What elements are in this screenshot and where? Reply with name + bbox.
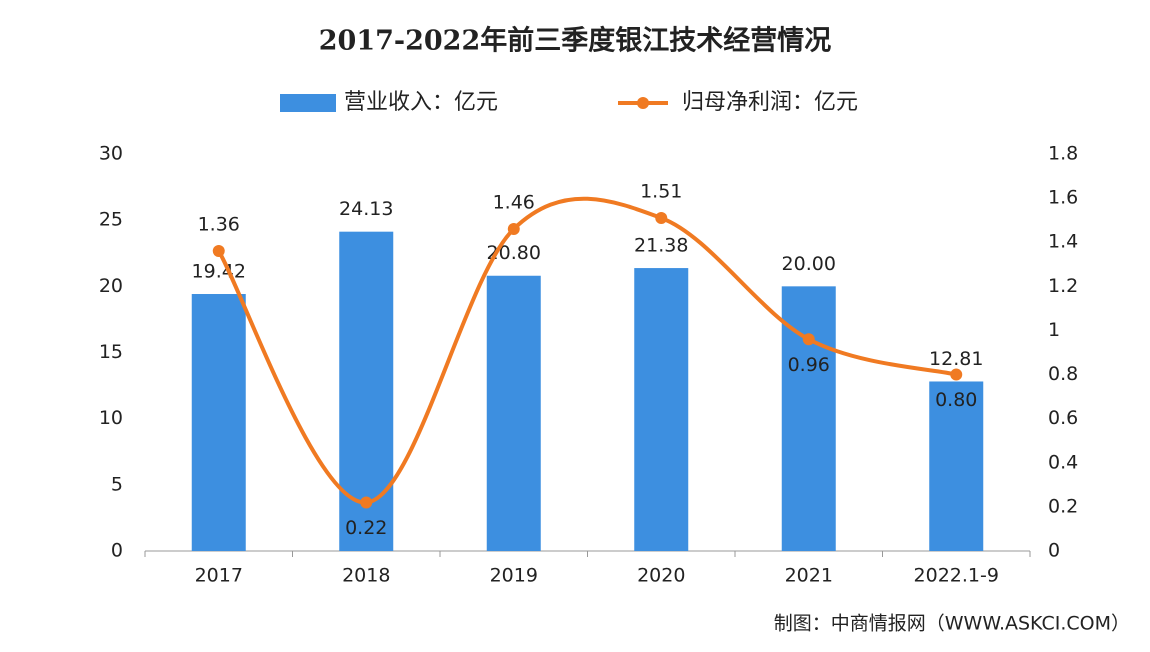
bar-value-label: 12.81 <box>929 348 983 370</box>
y-tick-label: 0 <box>111 540 123 562</box>
x-tick-label: 2019 <box>490 565 538 587</box>
y-tick-label: 5 <box>111 473 123 495</box>
x-tick-label: 2022.1-9 <box>914 565 999 587</box>
legend-marker <box>637 97 649 109</box>
line-marker <box>950 368 963 381</box>
y-tick-label: 20 <box>99 275 123 297</box>
line-value-label: 0.22 <box>345 517 387 539</box>
line-value-label: 0.96 <box>788 354 830 376</box>
y-tick-label: 15 <box>99 341 123 363</box>
line-value-label: 1.36 <box>198 214 240 236</box>
line-value-label: 1.46 <box>493 191 535 213</box>
bar <box>781 286 836 551</box>
x-tick-label: 2018 <box>342 565 390 587</box>
y2-tick-label: 1.4 <box>1048 231 1078 253</box>
y2-tick-label: 1 <box>1048 319 1060 341</box>
x-tick-label: 2020 <box>637 565 685 587</box>
y2-tick-label: 1.6 <box>1048 187 1078 209</box>
chart-title: 2017-2022年前三季度银江技术经营情况 <box>319 25 832 57</box>
legend-label: 营业收入：亿元 <box>344 90 498 115</box>
bar <box>191 294 246 551</box>
y2-tick-label: 0.8 <box>1048 363 1078 385</box>
line-value-label: 0.80 <box>935 389 977 411</box>
source: 制图：中商情报网（WWW.ASKCI.COM） <box>774 613 1130 635</box>
bar-value-label: 21.38 <box>634 235 688 257</box>
legend-label: 归母净利润：亿元 <box>682 90 858 115</box>
bar <box>486 275 541 551</box>
bar-value-label: 20.00 <box>782 253 836 275</box>
legend-swatch <box>280 94 336 112</box>
x-tick-label: 2021 <box>785 565 833 587</box>
line-value-label: 1.51 <box>640 180 682 202</box>
y-tick-label: 30 <box>99 143 123 165</box>
y-tick-label: 25 <box>99 209 123 231</box>
line-marker <box>802 333 815 346</box>
line-marker <box>655 211 668 224</box>
line-marker <box>212 245 225 258</box>
y2-tick-label: 0.4 <box>1048 451 1078 473</box>
y2-tick-label: 0.6 <box>1048 407 1078 429</box>
line-marker <box>360 496 373 509</box>
y2-tick-label: 0 <box>1048 540 1060 562</box>
bar <box>929 381 984 551</box>
bar-value-label: 24.13 <box>339 198 393 220</box>
y2-tick-label: 0.2 <box>1048 495 1078 517</box>
y-tick-label: 10 <box>99 407 123 429</box>
x-tick-label: 2017 <box>195 565 243 587</box>
bar-value-label: 19.42 <box>192 261 246 283</box>
bar <box>634 268 689 551</box>
y2-tick-label: 1.8 <box>1048 143 1078 165</box>
line-marker <box>507 222 520 235</box>
y2-tick-label: 1.2 <box>1048 275 1078 297</box>
